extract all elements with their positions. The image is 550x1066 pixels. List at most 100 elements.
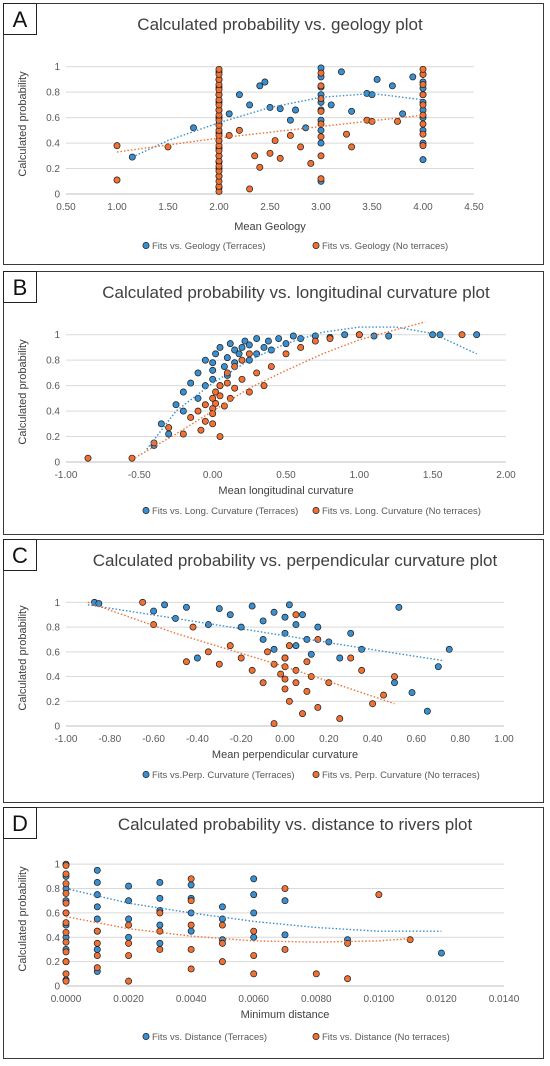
chart-c-plot: Calculated probability vs. perpendicular… bbox=[17, 551, 514, 781]
data-point bbox=[93, 915, 101, 923]
data-point bbox=[266, 149, 274, 157]
data-point bbox=[209, 410, 217, 418]
data-point bbox=[270, 608, 278, 616]
data-point bbox=[326, 335, 334, 342]
data-point bbox=[156, 946, 164, 953]
x-axis-label: Mean Geology bbox=[234, 221, 306, 233]
data-point bbox=[250, 875, 258, 883]
series-0-points bbox=[128, 64, 427, 192]
data-point bbox=[388, 82, 396, 90]
y-tick-label: 0.2 bbox=[46, 697, 60, 708]
data-point bbox=[194, 394, 202, 402]
trendline bbox=[66, 887, 442, 932]
data-point bbox=[245, 350, 253, 358]
data-point bbox=[286, 116, 294, 124]
data-point bbox=[93, 891, 101, 899]
data-point bbox=[270, 660, 278, 668]
y-tick-label: 0.6 bbox=[46, 647, 60, 658]
data-point bbox=[419, 130, 427, 138]
data-point bbox=[231, 363, 239, 370]
data-point bbox=[347, 654, 355, 662]
data-point bbox=[216, 392, 224, 400]
trendline bbox=[87, 604, 443, 662]
legend-label: Fits vs. Distance (Terraces) bbox=[152, 1032, 267, 1043]
data-point bbox=[317, 152, 325, 160]
data-point bbox=[62, 938, 70, 946]
x-tick-label: 0.20 bbox=[319, 734, 339, 745]
data-point bbox=[182, 658, 190, 666]
data-point bbox=[62, 977, 70, 985]
x-tick-label: 2.00 bbox=[209, 202, 229, 213]
data-point bbox=[285, 642, 293, 650]
x-tick-label: 0.0020 bbox=[113, 994, 144, 1005]
data-point bbox=[125, 921, 133, 929]
data-point bbox=[419, 156, 427, 164]
data-point bbox=[419, 65, 427, 73]
data-point bbox=[394, 118, 401, 125]
data-point bbox=[399, 110, 407, 118]
data-point bbox=[281, 931, 289, 939]
data-point bbox=[317, 95, 325, 102]
data-point bbox=[189, 623, 197, 631]
data-point bbox=[348, 143, 356, 151]
data-point bbox=[241, 337, 249, 345]
y-tick-label: 0.6 bbox=[46, 381, 60, 392]
data-point bbox=[156, 909, 164, 917]
data-point bbox=[395, 603, 403, 611]
data-point bbox=[231, 384, 239, 392]
legend-marker bbox=[142, 507, 150, 514]
data-point bbox=[194, 407, 202, 415]
data-point bbox=[314, 623, 322, 631]
data-point bbox=[299, 611, 306, 619]
data-point bbox=[373, 76, 381, 83]
data-point bbox=[93, 879, 101, 886]
chart-title: Calculated probability vs. longitudinal … bbox=[102, 283, 490, 302]
data-point bbox=[62, 880, 70, 888]
legend-label: Fits vs. Perp. Curvature (No terraces) bbox=[322, 770, 480, 781]
trendline bbox=[66, 915, 411, 943]
data-point bbox=[264, 337, 272, 345]
y-tick-label: 0.6 bbox=[46, 113, 60, 124]
data-point bbox=[187, 881, 195, 889]
data-point bbox=[218, 921, 226, 929]
data-point bbox=[93, 964, 101, 972]
data-point bbox=[156, 939, 164, 947]
chart-title: Calculated probability vs. distance to r… bbox=[118, 815, 473, 834]
x-tick-label: 0.0140 bbox=[489, 994, 520, 1005]
data-point bbox=[289, 332, 297, 340]
y-tick-label: 1 bbox=[54, 598, 60, 609]
data-point bbox=[391, 679, 398, 687]
panel-letter: D bbox=[3, 807, 37, 839]
data-point bbox=[62, 958, 70, 966]
data-point bbox=[292, 679, 300, 687]
data-point bbox=[317, 175, 325, 183]
data-point bbox=[204, 621, 212, 629]
data-point bbox=[62, 970, 70, 978]
data-point bbox=[276, 105, 284, 113]
data-point bbox=[161, 601, 168, 609]
data-point bbox=[226, 611, 234, 619]
data-point bbox=[179, 388, 187, 396]
data-point bbox=[201, 401, 209, 409]
data-point bbox=[259, 617, 267, 625]
x-tick-label: 0.0060 bbox=[238, 994, 269, 1005]
data-point bbox=[343, 130, 350, 138]
panel-letter: A bbox=[3, 3, 37, 35]
x-tick-label: 0.0120 bbox=[426, 994, 457, 1005]
legend-label: Fits vs. Long. Curvature (No terraces) bbox=[322, 506, 481, 517]
data-point bbox=[286, 132, 294, 139]
data-point bbox=[218, 958, 226, 966]
x-tick-label: 0.0040 bbox=[176, 994, 207, 1005]
y-tick-label: 1 bbox=[54, 860, 60, 871]
chart-title: Calculated probability vs. perpendicular… bbox=[93, 551, 498, 570]
data-point bbox=[297, 344, 305, 351]
data-point bbox=[194, 369, 202, 377]
data-point bbox=[267, 363, 275, 370]
data-point bbox=[256, 163, 264, 171]
data-point bbox=[235, 350, 243, 358]
data-point bbox=[253, 335, 261, 342]
x-tick-label: -0.20 bbox=[230, 734, 253, 745]
x-tick-label: 1.00 bbox=[350, 470, 370, 481]
data-point bbox=[445, 645, 453, 653]
x-axis-label: Minimum distance bbox=[241, 1009, 330, 1021]
